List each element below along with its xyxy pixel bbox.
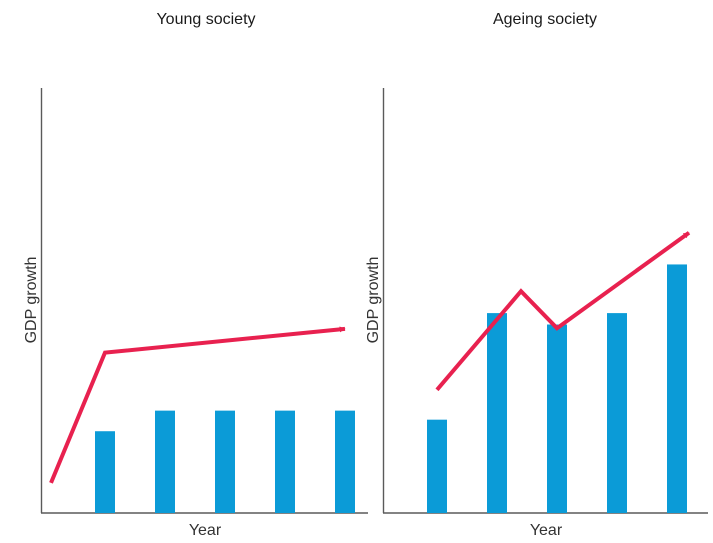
bar (607, 313, 627, 513)
bar-series (95, 410, 355, 513)
y-axis-label: GDP growth (23, 257, 40, 344)
chart-ageing-society: Ageing society GDP growth Year (365, 11, 708, 539)
bar (275, 410, 295, 513)
chart-title: Young society (156, 11, 255, 28)
bar (335, 410, 355, 513)
trend-arrow (49, 326, 346, 484)
y-axis-label: GDP growth (365, 257, 382, 344)
bar (427, 419, 447, 513)
bar (215, 410, 235, 513)
chart-title: Ageing society (493, 11, 597, 28)
bar (155, 410, 175, 513)
bar (95, 431, 115, 513)
bar (487, 313, 507, 513)
chart-young-society: Young society GDP growth Year (23, 11, 368, 539)
bar-series (427, 264, 687, 513)
bar (547, 324, 567, 513)
x-axis-label: Year (189, 522, 222, 539)
bar (667, 264, 687, 513)
x-axis-label: Year (530, 522, 563, 539)
trend-arrow (435, 231, 691, 392)
